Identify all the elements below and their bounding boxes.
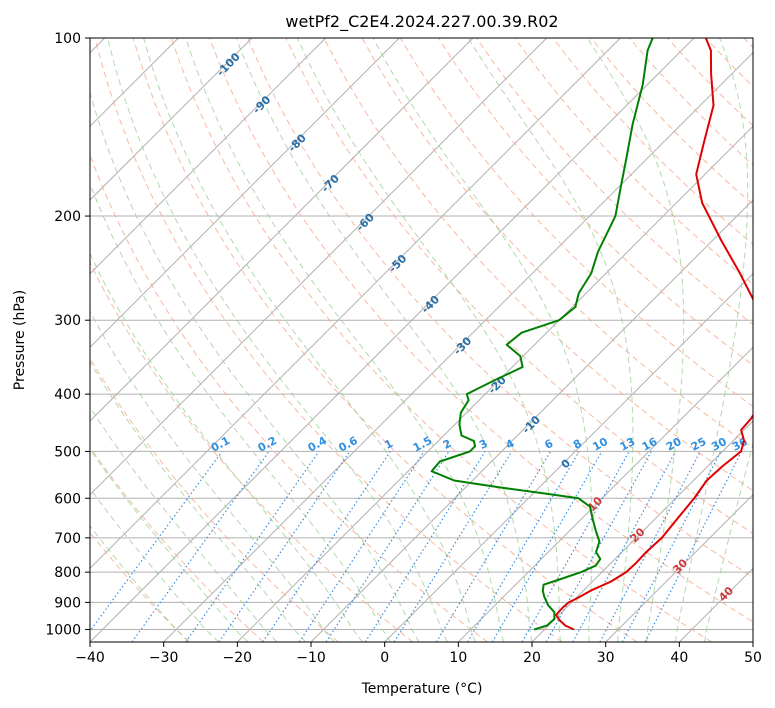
mixing-ratio-line [521,451,630,642]
isotherm--90 [90,38,327,275]
mixing-ratio-label: 10 [590,435,610,454]
y-tick-label: 300 [54,313,81,329]
chart-title: wetPf2_C2E4.2024.227.00.39.R02 [285,12,558,32]
moist-adiabat [90,448,249,642]
mixing-ratio-line [466,451,580,642]
moist-adiabat [90,310,335,642]
moist-adiabat [107,38,448,642]
moist-adiabat [586,38,685,642]
y-tick-label: 600 [54,491,81,507]
isotherm-10 [457,346,753,642]
profile-lines [430,38,753,631]
dry-adiabat [90,446,264,642]
x-tick-label: −40 [75,650,105,666]
dewpoint-profile-line [430,38,654,631]
y-tick-label: 1000 [45,622,81,638]
isotherm--20 [236,125,753,642]
mixing-ratio-line [364,451,486,642]
x-tick-label: 40 [670,650,688,666]
moist-adiabat [675,38,749,642]
plot-frame [89,37,754,643]
mixing-ratio-label: 20 [664,435,684,454]
x-tick-label: −30 [149,650,179,666]
dry-adiabat [209,38,753,623]
isotherm--50 [90,38,621,570]
dry-adiabat [476,38,753,326]
x-tick-label: 10 [449,650,467,666]
x-tick-label: −10 [296,650,326,666]
moist-adiabat [90,406,278,642]
mixing-ratio-line [572,451,677,642]
x-tick-label: −20 [223,650,253,666]
x-axis-label: Temperature (°C) [361,681,483,697]
moist-adiabat [90,182,392,642]
temperature-profile-line [555,38,753,631]
y-tick-label: 900 [54,595,81,611]
moist-adiabat [372,38,593,642]
moist-adiabat [90,525,190,642]
mixing-ratio-label: 13 [618,435,638,454]
mixing-ratio-line [435,451,552,642]
mixing-ratio-line [393,451,513,642]
moist-adiabat [296,38,561,642]
mixing-ratio-line [218,451,351,642]
dry-adiabat [285,38,753,535]
dry-adiabat [247,38,753,578]
y-tick-label: 500 [54,444,81,460]
y-tick-label: 200 [54,209,81,225]
isotherm--30 [163,51,753,642]
moist-adiabat [90,487,220,642]
moist-adiabat [467,38,634,642]
x-tick-label: 30 [597,650,615,666]
x-axis-ticks: −40 −30 −20 −10 0 10 20 30 40 50 [75,642,762,666]
mixing-ratio-line [90,451,223,632]
moist-adiabat [143,38,476,642]
mixing-ratio-label: 16 [640,435,660,454]
mixing-ratio-line [491,451,603,642]
isotherm-20 [531,420,753,642]
dry-adiabat [90,357,339,642]
y-axis-ticks: 100 200 300 400 500 600 700 800 900 1000 [45,31,90,638]
moist-adiabat [90,252,363,642]
isotherm--60 [90,38,548,496]
y-tick-label: 100 [54,31,81,47]
mixing-ratio-line [131,451,270,642]
mixing-ratio-label: 36 [730,435,750,454]
background-lines [90,38,753,642]
y-tick-label: 700 [54,531,81,547]
moist-adiabat [235,38,533,642]
mixing-ratio-line [185,451,320,642]
dry-adiabat [323,38,753,492]
isotherm-30 [605,493,753,642]
x-tick-label: 50 [744,650,762,666]
moist-adiabat [185,38,505,642]
dry-adiabat [90,261,414,642]
moist-adiabat [90,360,306,642]
mixing-ratio-line [325,451,450,642]
x-tick-label: 20 [523,650,541,666]
isotherm-0 [384,272,753,642]
y-tick-label: 800 [54,565,81,581]
x-tick-label: 0 [380,650,389,666]
isotherm--100 [90,38,253,201]
y-axis-label: Pressure (hPa) [12,290,28,390]
mixing-ratio-label: 25 [689,435,709,454]
mixing-ratio-label: 30 [709,435,729,454]
dry-adiabat [94,38,563,642]
isotherm--80 [90,38,400,349]
y-tick-label: 400 [54,387,81,403]
dry-adiabat [514,38,753,285]
moist-adiabat [704,440,753,642]
